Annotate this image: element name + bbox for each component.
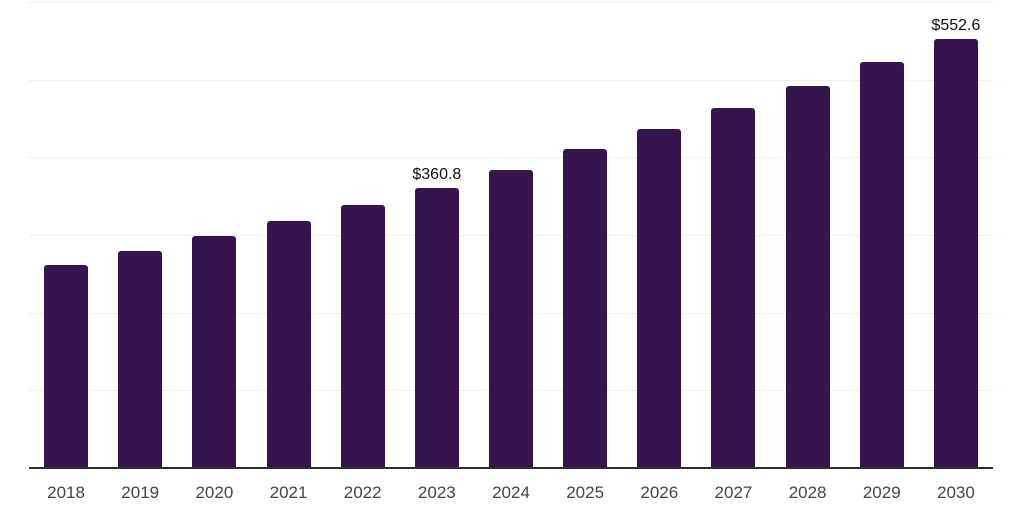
gridline <box>29 79 993 81</box>
bar-2028 <box>785 85 830 468</box>
bar-2018 <box>44 264 89 468</box>
gridline <box>29 2 993 3</box>
bar-2027 <box>711 108 756 468</box>
x-tick-label-2029: 2029 <box>862 483 901 502</box>
x-tick-label-2023: 2023 <box>417 483 456 502</box>
x-tick-label-2025: 2025 <box>566 483 605 502</box>
x-tick-label-2018: 2018 <box>47 483 85 502</box>
x-tick-label-2024: 2024 <box>492 483 530 502</box>
x-tick-label-2026: 2026 <box>640 483 679 502</box>
bar-value-label-2023: $360.8 <box>412 165 462 183</box>
x-tick-label-2022: 2022 <box>343 483 382 502</box>
x-tick-label-2019: 2019 <box>121 483 160 502</box>
bar-2029 <box>859 61 904 468</box>
x-tick-label-2030: 2030 <box>937 483 975 502</box>
bar-2019 <box>118 250 163 468</box>
x-axis-line <box>29 467 993 469</box>
bar-value-label-2030: $552.6 <box>931 16 981 34</box>
x-tick-label-2028: 2028 <box>788 483 827 502</box>
x-tick-label-2020: 2020 <box>195 483 234 502</box>
bar-2022 <box>340 205 385 468</box>
x-tick-label-2021: 2021 <box>269 483 308 502</box>
gridline <box>29 157 993 159</box>
bar-2030 <box>933 38 978 468</box>
x-tick-label-2027: 2027 <box>714 483 753 502</box>
bar-2020 <box>192 235 237 468</box>
bar-2025 <box>563 149 608 468</box>
bar-2026 <box>637 128 682 468</box>
bar-2024 <box>489 169 533 468</box>
bar-2023 <box>414 187 459 468</box>
bar-2021 <box>266 221 311 468</box>
